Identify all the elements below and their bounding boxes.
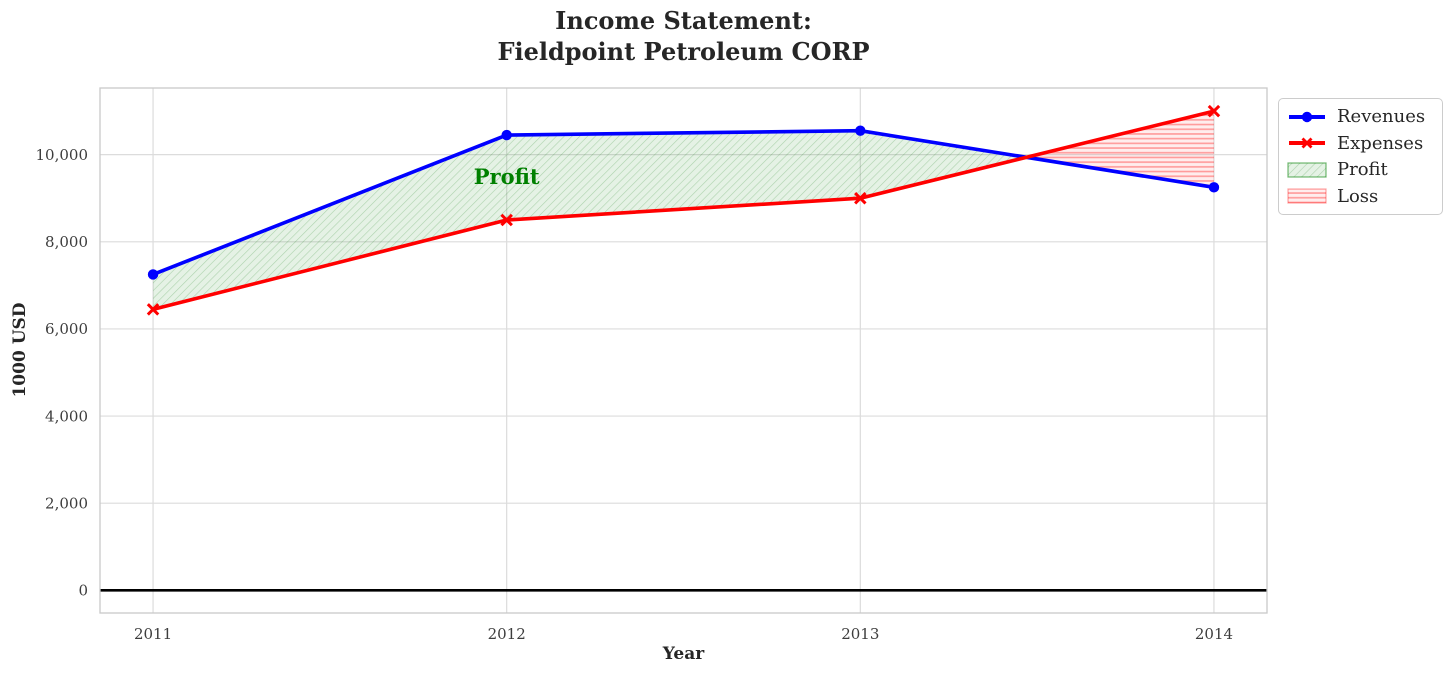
- legend-label-expenses: Expenses: [1337, 132, 1424, 154]
- y-tick-label: 8,000: [45, 233, 88, 251]
- profit-hatch-swatch: [1287, 162, 1327, 178]
- revenues-marker: [501, 129, 512, 141]
- legend-item-expenses: Expenses: [1287, 130, 1434, 156]
- revenues-marker: [147, 269, 159, 280]
- y-tick-label: 0: [78, 582, 88, 600]
- y-tick-label: 6,000: [45, 320, 88, 338]
- profit-area: [153, 130, 1027, 310]
- chart-title: Income Statement: Fieldpoint Petroleum C…: [100, 5, 1267, 67]
- x-axis-label: Year: [662, 644, 705, 664]
- legend-label-profit: Profit: [1337, 159, 1388, 181]
- legend-item-revenues: Revenues: [1287, 104, 1434, 130]
- revenues-line-circle-swatch: [1289, 111, 1325, 122]
- expenses-marker: [146, 303, 160, 316]
- x-tick-label: 2012: [488, 625, 526, 643]
- legend: Revenues Expenses Profit Loss: [1278, 98, 1443, 215]
- expenses-marker: [1207, 104, 1221, 118]
- chart-title-line1: Income Statement:: [555, 6, 812, 35]
- revenues-line: [151, 128, 1216, 277]
- legend-label-revenues: Revenues: [1337, 106, 1426, 128]
- legend-item-profit: Profit: [1287, 157, 1434, 183]
- expenses-marker: [500, 213, 513, 227]
- profit-annotation: Profit: [474, 164, 540, 189]
- plot-border: [99, 87, 1268, 614]
- x-tick-label: 2013: [841, 625, 879, 643]
- y-axis-label: 1000 USD: [10, 302, 30, 398]
- y-tick-label: 10,000: [36, 146, 89, 164]
- legend-item-loss: Loss: [1287, 183, 1434, 209]
- loss-hatch-swatch: [1287, 188, 1327, 204]
- expenses-line-x-swatch: [1289, 137, 1325, 149]
- y-tick-label: 4,000: [45, 407, 88, 425]
- revenues-marker: [855, 125, 866, 136]
- revenues-marker: [1208, 182, 1220, 193]
- expenses-line: [151, 109, 1216, 312]
- legend-label-loss: Loss: [1337, 185, 1379, 207]
- chart-title-line2: Fieldpoint Petroleum CORP: [497, 37, 870, 66]
- loss-area: [1026, 111, 1214, 188]
- y-tick-label: 2,000: [45, 494, 88, 512]
- x-tick-label: 2011: [134, 625, 172, 643]
- expenses-marker: [854, 191, 867, 205]
- x-tick-label: 2014: [1195, 625, 1233, 643]
